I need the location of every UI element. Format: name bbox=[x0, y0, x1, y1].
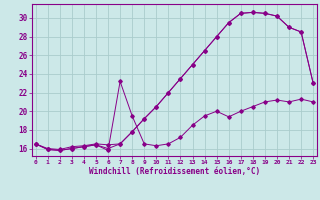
X-axis label: Windchill (Refroidissement éolien,°C): Windchill (Refroidissement éolien,°C) bbox=[89, 167, 260, 176]
